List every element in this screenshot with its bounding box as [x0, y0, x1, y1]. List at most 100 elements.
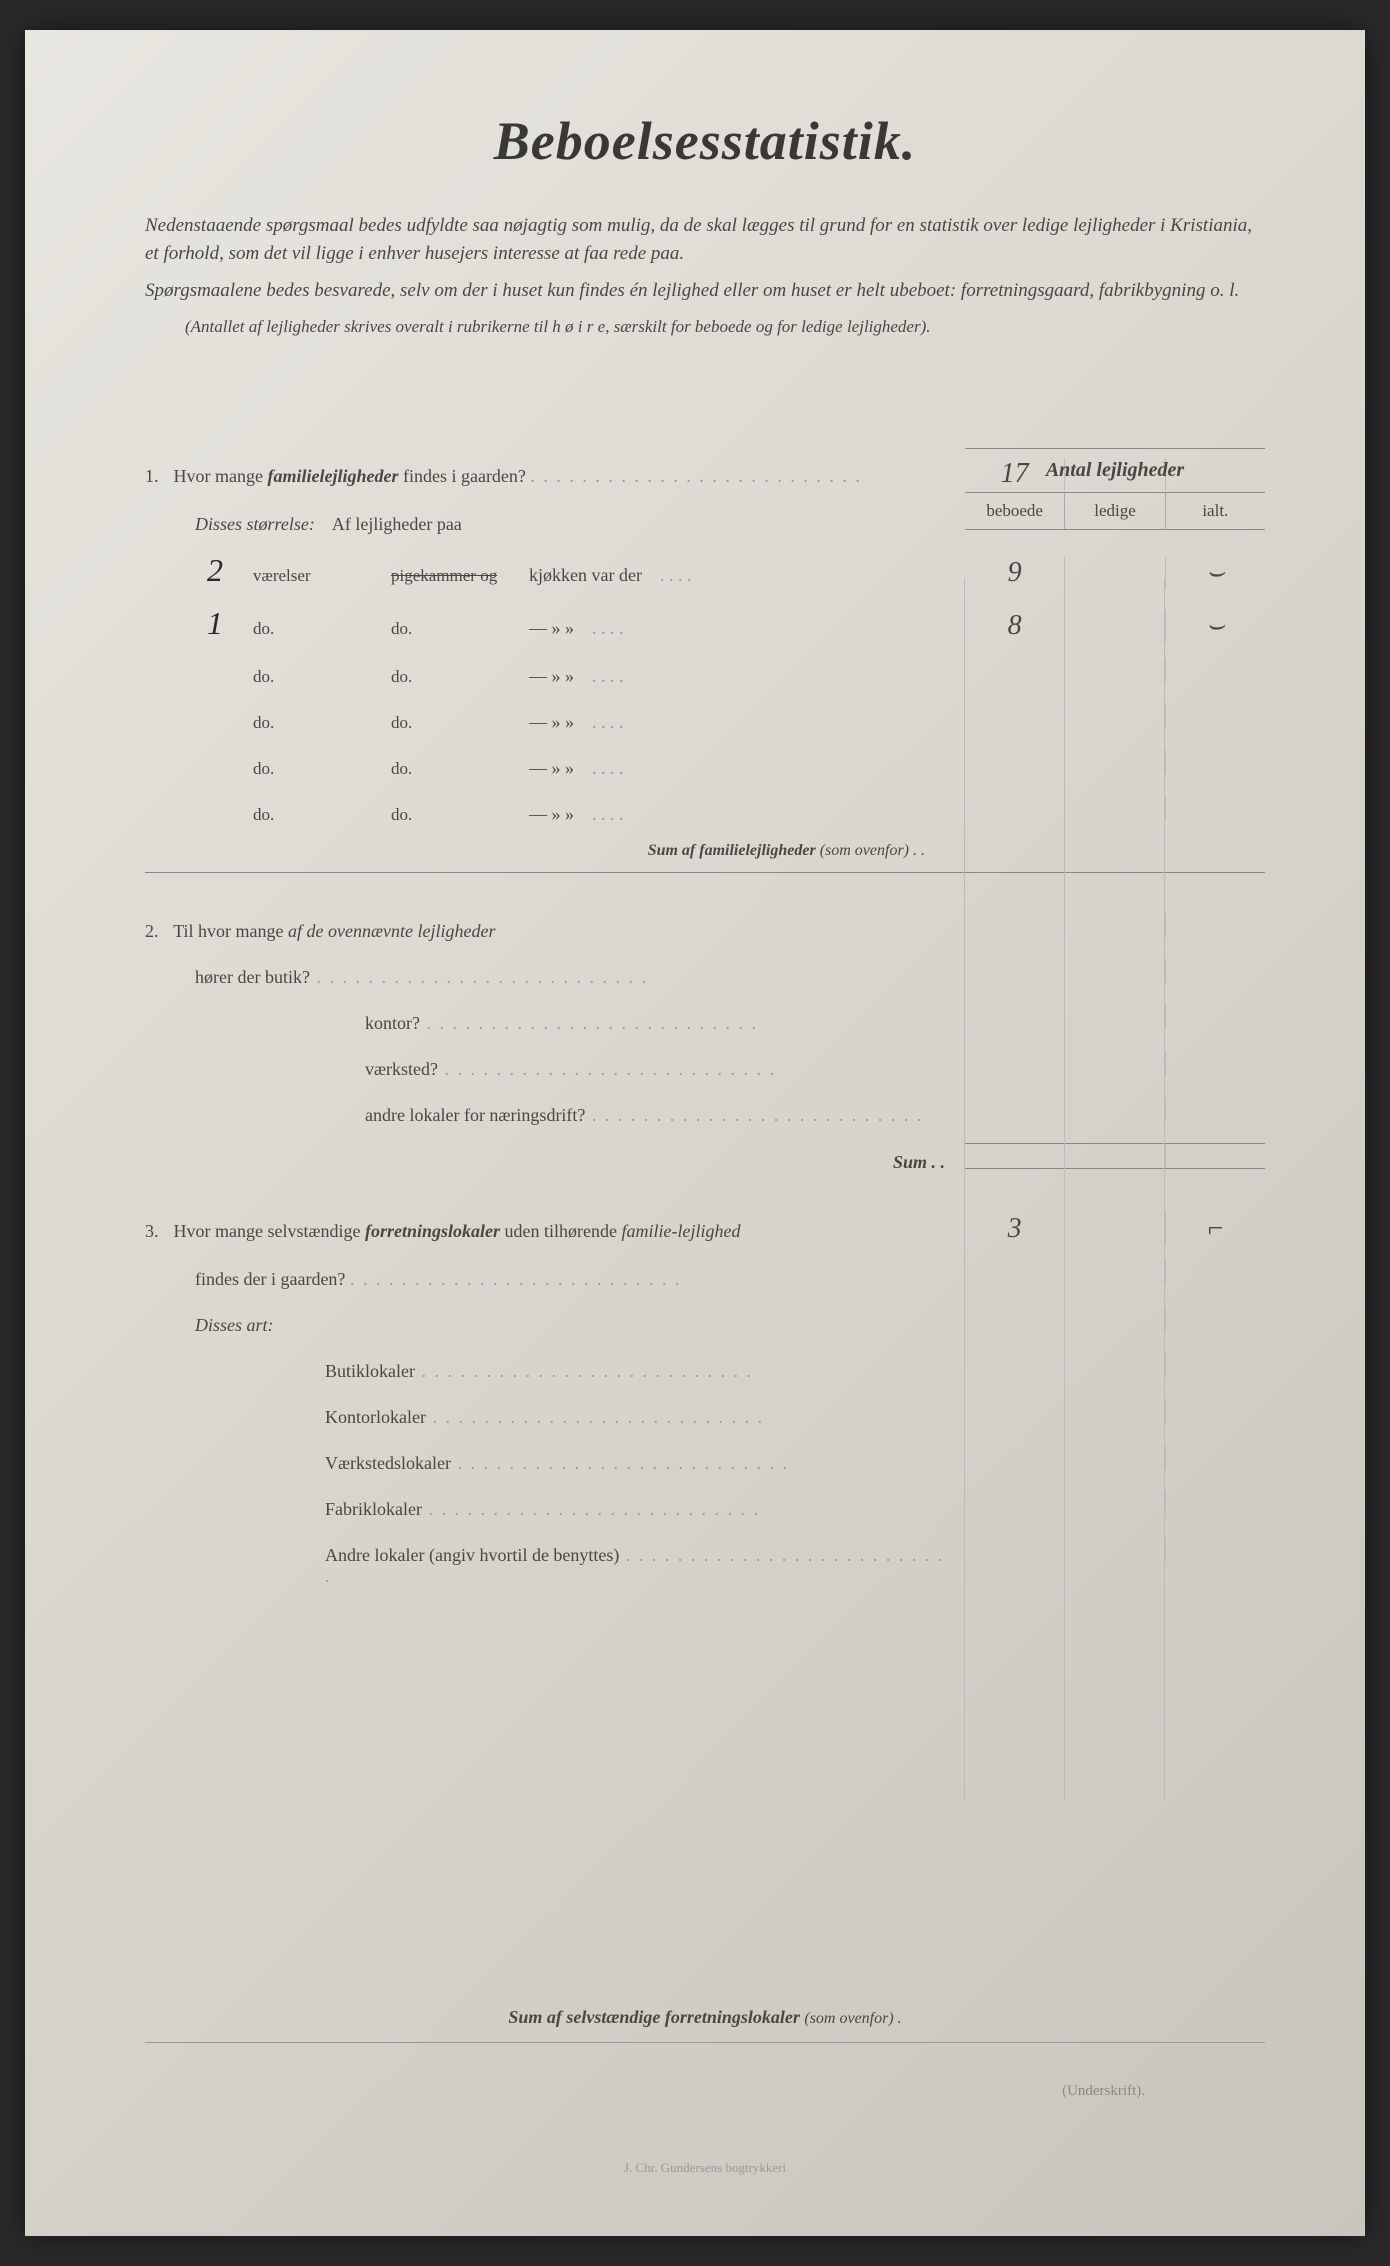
row-ialt: ⌣ — [1166, 610, 1265, 642]
q3-number: 3. — [145, 1221, 169, 1242]
q1-text-a: Hvor mange — [174, 466, 268, 486]
question-2: 2. Til hvor mange af de ovennævnte lejli… — [145, 913, 1265, 1173]
q3-disses: Disses art: — [195, 1315, 965, 1336]
q1-size-row: do.do.— » » . . . . — [145, 750, 1265, 780]
q1-size-row: 1do.do.— » » . . . .8⌣ — [145, 605, 1265, 642]
intro-note: (Antallet af lejligheder skrives overalt… — [145, 315, 1265, 339]
q2-line: hører der butik? — [145, 959, 1265, 989]
q1-sum-paren: (som ovenfor) . . — [820, 842, 925, 859]
col-kjokken: — » » — [529, 618, 574, 639]
row-beboede — [965, 750, 1065, 774]
col-pigekammer: do. — [391, 805, 511, 825]
q3-line-text: Andre lokaler (angiv hvortil de benyttes… — [325, 1545, 619, 1565]
row-beboede: 9 — [965, 557, 1065, 589]
col-kjokken: — » » — [529, 804, 574, 825]
q2-line-text: værksted? — [365, 1059, 438, 1079]
column-rule — [964, 578, 965, 1800]
q2-line: kontor? — [145, 1005, 1265, 1035]
leader-dots — [420, 1013, 758, 1033]
leader-dots — [426, 1407, 764, 1427]
q2-line-text: andre lokaler for næringsdrift? — [365, 1105, 585, 1125]
footer-sum-paren: (som ovenfor) . — [804, 2010, 901, 2027]
col-vaerelser: do. — [253, 713, 373, 733]
footer-sum: Sum af selvstændige forretningslokaler (… — [145, 2007, 1265, 2043]
q3-italic: familie-lejlighed — [621, 1221, 740, 1241]
row-beboede — [965, 796, 1065, 820]
row-ialt — [1166, 658, 1265, 682]
sub-column-headers: beboede ledige ialt. — [965, 493, 1265, 530]
q3-line: Andre lokaler (angiv hvortil de benyttes… — [145, 1537, 1265, 1587]
q2-italic: af de ovennævnte lejligheder — [288, 921, 495, 941]
leader-dots — [438, 1059, 776, 1079]
q3-beboede-value: 3 — [965, 1213, 1065, 1245]
row-ialt — [1166, 704, 1265, 728]
q1-size-row: do.do.— » » . . . . — [145, 658, 1265, 688]
row-ialt — [1166, 750, 1265, 774]
q1-af-lej: Af lejligheder paa — [332, 514, 462, 534]
q3-text-b: uden tilhørende — [505, 1221, 622, 1241]
q3-line-text: Butiklokaler — [325, 1361, 415, 1381]
q1-disses: Disses størrelse: — [195, 514, 315, 534]
column-rule — [1064, 578, 1065, 1800]
row-ledige — [1065, 658, 1165, 682]
handwritten-count: 1 — [195, 605, 235, 642]
col-pigekammer: do. — [391, 619, 511, 639]
leader-dots — [422, 1499, 760, 1519]
q3-line-text: Fabriklokaler — [325, 1499, 422, 1519]
q2-text-a: Til hvor mange — [173, 921, 288, 941]
q3-ialt-value: ⌐ — [1166, 1213, 1265, 1245]
row-ialt — [1166, 796, 1265, 820]
q1-number: 1. — [145, 466, 169, 487]
q1-bold: familielejligheder — [267, 466, 398, 486]
column-rule — [1164, 578, 1165, 1800]
q3-line: Værkstedslokaler — [145, 1445, 1265, 1475]
col-vaerelser: do. — [253, 759, 373, 779]
col-pigekammer: do. — [391, 759, 511, 779]
q2-line-text: hører der butik? — [195, 967, 310, 987]
q1-size-row: 2værelserpigekammer ogkjøkken var der . … — [145, 552, 1265, 589]
column-header-title: Antal lejligheder — [965, 448, 1265, 493]
leader-dots — [451, 1453, 789, 1473]
leader-dots — [310, 967, 648, 987]
col-kjokken: — » » — [529, 712, 574, 733]
q3-ledige-value — [1065, 1213, 1165, 1245]
row-beboede — [965, 658, 1065, 682]
q3-line: Fabriklokaler — [145, 1491, 1265, 1521]
leader-dots — [530, 466, 862, 486]
row-ledige — [1065, 704, 1165, 728]
q1-sum-label: Sum af familielejligheder — [648, 842, 816, 859]
column-header-group: Antal lejligheder beboede ledige ialt. — [965, 448, 1265, 530]
q1-text-b: findes i gaarden? — [403, 466, 526, 486]
row-ialt: ⌣ — [1166, 557, 1265, 589]
q2-line: værksted? — [145, 1051, 1265, 1081]
leader-dots — [350, 1269, 682, 1289]
q3-line-text: Værkstedslokaler — [325, 1453, 451, 1473]
q3-text-c: findes der i gaarden? — [195, 1269, 345, 1289]
q2-sum: Sum . . — [893, 1152, 945, 1172]
q3-line-text: Kontorlokaler — [325, 1407, 426, 1427]
leader-dots — [415, 1361, 753, 1381]
col-beboede: beboede — [965, 493, 1065, 529]
intro-paragraph-2: Spørgsmaalene bedes besvarede, selv om d… — [145, 277, 1265, 305]
row-beboede: 8 — [965, 610, 1065, 642]
col-ialt: ialt. — [1166, 493, 1265, 529]
col-vaerelser: do. — [253, 667, 373, 687]
q2-line-text: kontor? — [365, 1013, 420, 1033]
col-pigekammer: do. — [391, 667, 511, 687]
q1-size-row: do.do.— » » . . . . — [145, 704, 1265, 734]
row-ledige — [1065, 610, 1165, 642]
q1-size-row: do.do.— » » . . . . — [145, 796, 1265, 826]
col-pigekammer: pigekammer og — [391, 566, 511, 586]
col-kjokken: kjøkken var der — [529, 565, 642, 586]
col-pigekammer: do. — [391, 713, 511, 733]
q3-text-a: Hvor mange selvstændige — [174, 1221, 365, 1241]
row-ledige — [1065, 557, 1165, 589]
form-table: Antal lejligheder beboede ledige ialt. 1… — [145, 458, 1265, 2100]
col-vaerelser: do. — [253, 619, 373, 639]
leader-dots — [585, 1105, 923, 1125]
q2-number: 2. — [145, 921, 169, 942]
printer-credit: J. Chr. Gundersens bogtrykkeri — [145, 2160, 1265, 2176]
col-vaerelser: do. — [253, 805, 373, 825]
signature-label: (Underskrift). — [145, 2083, 1265, 2100]
q3-bold: forretningslokaler — [365, 1221, 500, 1241]
